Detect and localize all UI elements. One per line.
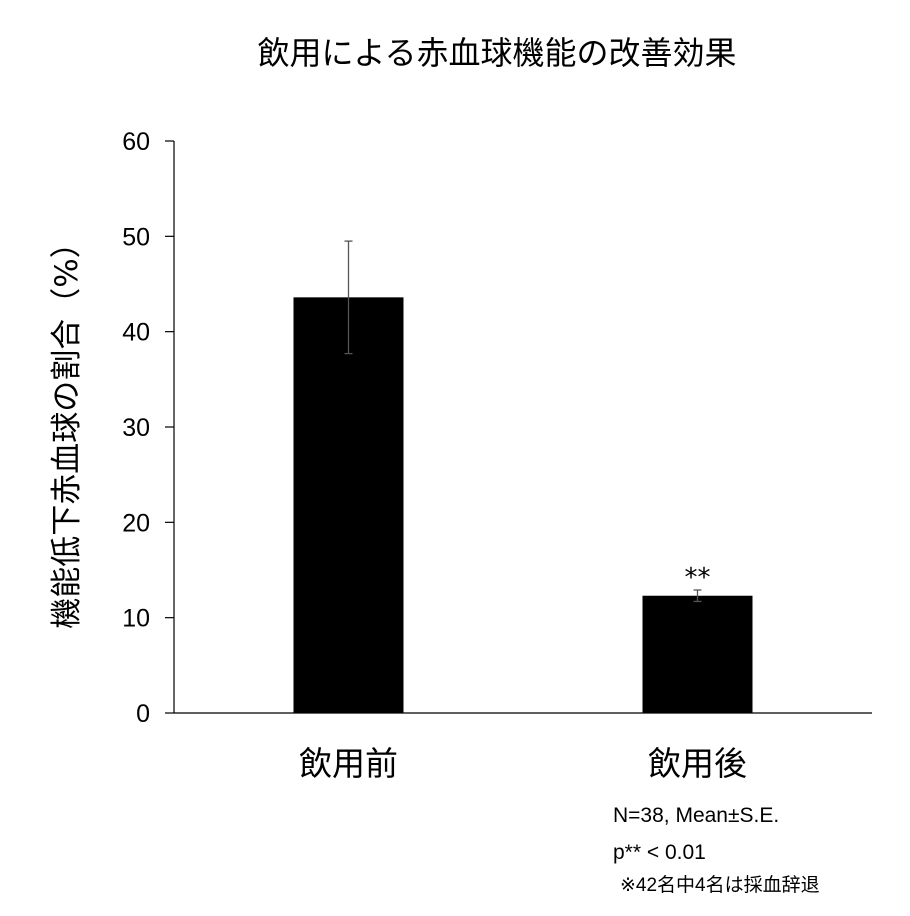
- x-category-label: 飲用前: [299, 744, 398, 783]
- y-tick-label: 50: [122, 223, 150, 251]
- y-axis-ticks: 0 10 20 30 40 50 60: [122, 128, 174, 728]
- bars-group: [293, 297, 753, 713]
- x-axis-labels: 飲用前 飲用後: [299, 744, 747, 783]
- y-tick-label: 0: [136, 700, 150, 728]
- note-p-value: p** < 0.01: [613, 841, 706, 864]
- note-withdrawal: ※42名中4名は採血辞退: [620, 875, 820, 896]
- y-tick-label: 60: [122, 128, 150, 156]
- x-category-label: 飲用後: [648, 744, 747, 783]
- y-tick-label: 30: [122, 414, 150, 442]
- y-tick-label: 20: [122, 509, 150, 537]
- bar: [293, 297, 404, 713]
- significance-marker: **: [685, 563, 711, 593]
- y-tick-label: 10: [122, 605, 150, 633]
- y-axis-label: 機能低下赤血球の割合（%）: [49, 227, 85, 628]
- note-sample-size: N=38, Mean±S.E.: [613, 804, 780, 827]
- chart-title: 飲用による赤血球機能の改善効果: [257, 34, 736, 72]
- bar: [642, 595, 753, 713]
- significance-group: **: [685, 563, 711, 593]
- y-tick-label: 40: [122, 319, 150, 347]
- error-bars-group: [344, 240, 702, 603]
